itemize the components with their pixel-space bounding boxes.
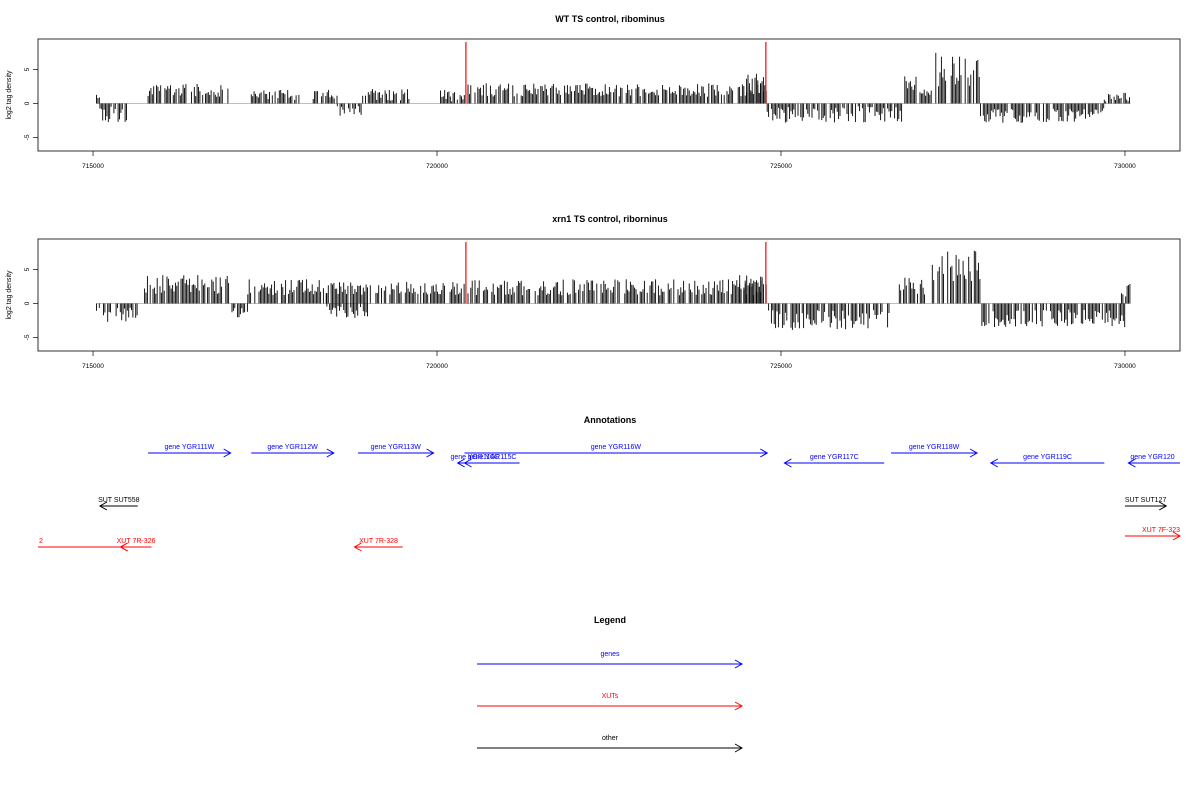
annotation-feature: SUT SUT127 [1125, 497, 1168, 511]
annotation-feature: gene YGR120 [1127, 454, 1180, 468]
axes-wt: 715000 720000 725000 730000 -5 0 5 [24, 67, 1136, 170]
panel-title-xrn1: xrn1 TS control, riborninus [552, 214, 668, 224]
x-tick-label: 720000 [426, 163, 448, 170]
legend-item: other [477, 735, 744, 753]
annotation-feature: gene YGR118W [891, 444, 979, 458]
annotation-feature: XUT 7R-328 [353, 538, 403, 552]
signal-bars-wt [96, 52, 1130, 123]
arrowhead-right [1172, 531, 1182, 541]
track-panel-xrn1: xrn1 TS control, riborninus log2 tag den… [6, 214, 1181, 370]
arrowhead-left [456, 458, 465, 468]
plot-frame-xrn1 [37, 238, 1181, 352]
arrowhead-left [989, 458, 999, 468]
annotation-feature: XUT 7F-323 [1124, 527, 1182, 541]
x-tick-label: 715000 [82, 163, 104, 170]
annotation-feature: gene YGR116W [464, 444, 769, 458]
feature-label: gene YGR114C [450, 454, 499, 461]
x-tick-label: 730000 [1114, 363, 1136, 370]
arrowhead-right [759, 448, 769, 458]
feature-label: gene YGR119C [1023, 454, 1072, 461]
feature-label: gene YGR113W [371, 444, 422, 451]
feature-label: gene YGR118W [909, 444, 960, 451]
feature-label: 2 [39, 538, 43, 545]
arrowhead-right [969, 448, 979, 458]
feature-label: XUT 7F-323 [1142, 527, 1180, 534]
arrowhead-right [326, 448, 335, 458]
legend-label: genes [600, 651, 620, 658]
y-tick-label: 5 [24, 267, 31, 271]
y-tick-label: 5 [24, 67, 31, 71]
signal-bars-xrn1 [96, 250, 1131, 330]
legend-arrowhead [734, 743, 744, 753]
legend: Legend genes XUTs other [477, 615, 744, 753]
annotation-feature: gene YGR115C [463, 454, 520, 468]
legend-item: genes [477, 651, 744, 669]
axes-xrn1: 715000 720000 725000 730000 -5 0 5 [24, 267, 1136, 370]
feature-label: SUT SUT127 [1125, 497, 1167, 504]
annotation-feature: SUT SUT558 [98, 497, 140, 511]
arrowhead-left [353, 542, 362, 552]
arrowhead-right [1158, 501, 1168, 511]
arrowhead-right [426, 448, 435, 458]
x-tick-label: 715000 [82, 363, 104, 370]
feature-label: gene YGR117C [810, 454, 859, 461]
plot-frame-wt [37, 38, 1181, 152]
feature-label: gene YGR111W [164, 444, 214, 451]
annotation-feature: gene YGR112W [251, 444, 335, 458]
annotations-title: Annotations [584, 415, 637, 425]
annotation-track: Annotations gene YGR111W gene YGR112W gene… [38, 415, 1182, 552]
arrowhead-left [783, 458, 792, 468]
y-axis-label-wt: log2 tag density [6, 70, 13, 120]
panel-title-wt: WT TS control, ribominus [555, 14, 665, 24]
x-tick-label: 725000 [770, 363, 792, 370]
annotation-feature: gene YGR117C [783, 454, 885, 468]
arrowhead-left [1127, 458, 1136, 468]
feature-label: gene YGR115C [468, 454, 517, 461]
y-tick-label: 0 [24, 101, 31, 105]
legend-label: other [602, 735, 619, 742]
legend-arrowhead [734, 701, 744, 711]
arrowhead-left [119, 542, 128, 552]
legend-item: XUTs [477, 693, 744, 711]
feature-label: gene YGR120 [1130, 454, 1174, 461]
arrowhead-right [223, 448, 232, 458]
annotation-features: gene YGR111W gene YGR112W gene YGR113W gene… [38, 444, 1182, 552]
marker-lines-xrn1 [465, 242, 767, 304]
annotation-feature: 2 [38, 538, 128, 552]
arrowhead-left [463, 458, 472, 468]
y-tick-label: -5 [24, 134, 31, 140]
feature-label: gene YGR112W [267, 444, 318, 451]
y-axis-label-xrn1: log2 tag density [6, 270, 13, 320]
annotation-feature: gene YGR113W [357, 444, 435, 458]
track-panel-wt: WT TS control, ribominus log2 tag densit… [6, 14, 1181, 170]
annotation-feature: XUT 7R-326 [117, 538, 156, 552]
y-tick-label: -5 [24, 334, 31, 340]
x-tick-label: 725000 [770, 163, 792, 170]
feature-label: gene YGR116W [591, 444, 642, 451]
feature-label: XUT 7R-326 [117, 538, 156, 545]
y-tick-label: 0 [24, 301, 31, 305]
legend-label: XUTs [602, 693, 619, 700]
x-tick-label: 720000 [426, 363, 448, 370]
feature-label: XUT 7R-328 [359, 538, 398, 545]
legend-title: Legend [594, 615, 626, 625]
marker-lines-wt [465, 42, 767, 104]
legend-items: genes XUTs other [477, 651, 744, 753]
feature-label: SUT SUT558 [98, 497, 140, 504]
annotation-feature: gene YGR111W [148, 444, 232, 458]
arrowhead-left [98, 501, 108, 511]
legend-arrowhead [734, 659, 744, 669]
x-tick-label: 730000 [1114, 163, 1136, 170]
annotation-feature: gene YGR119C [989, 454, 1105, 468]
